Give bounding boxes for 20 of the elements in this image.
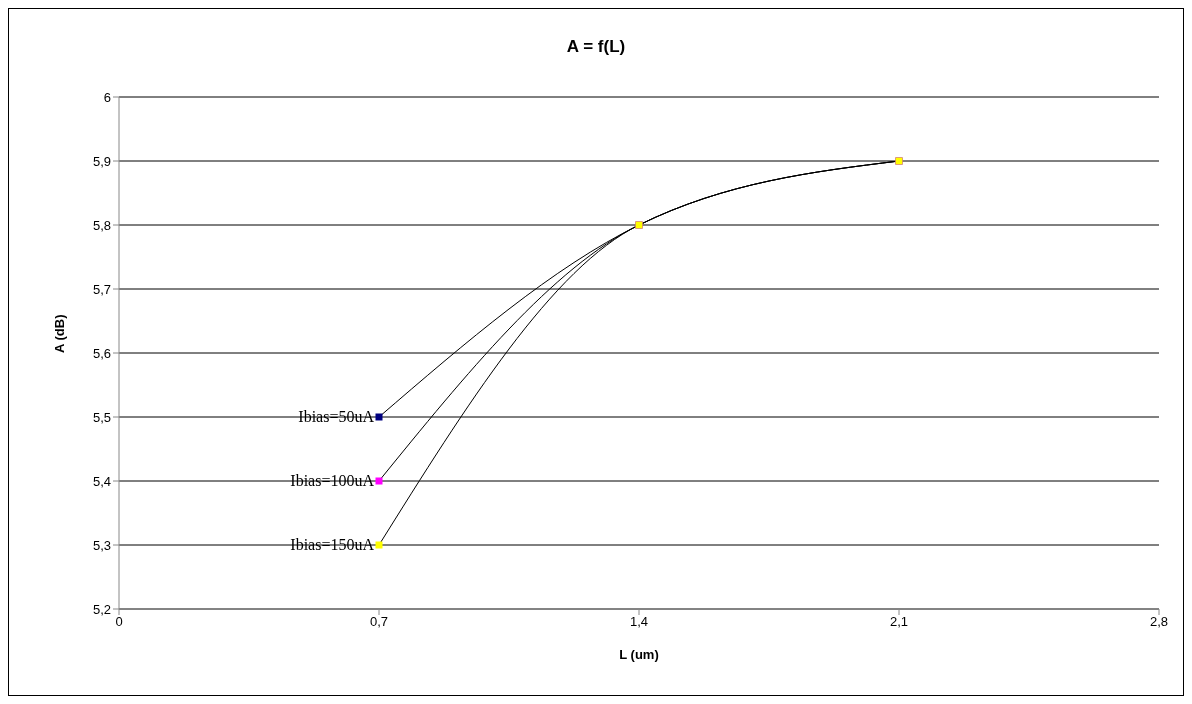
x-tick-label: 2,8 (1149, 614, 1169, 630)
y-tick-label: 5,4 (92, 473, 111, 489)
x-axis-title: L (um) (619, 647, 659, 662)
y-tick-label: 5,2 (92, 601, 111, 617)
y-tick-label: 5,6 (92, 345, 111, 361)
y-tick-label: 5,8 (92, 217, 111, 233)
x-tick-label: 0,7 (369, 614, 389, 630)
x-tick-label: 1,4 (629, 614, 649, 630)
series-label: Ibias=150uA (290, 536, 375, 553)
y-tick-label: 5,7 (92, 281, 111, 297)
series-label: Ibias=100uA (290, 472, 375, 489)
y-tick-label: 5,5 (92, 409, 111, 425)
series-label: Ibias=50uA (298, 408, 375, 425)
y-axis-title: A (dB) (51, 314, 67, 353)
x-tick-label: 0 (115, 614, 123, 630)
x-tick-label: 2,1 (889, 614, 909, 630)
y-tick-label: 5,9 (92, 153, 111, 169)
y-tick-label: 6 (103, 89, 111, 105)
y-tick-label: 5,3 (92, 537, 111, 553)
chart-title: A = f(L) (565, 37, 627, 57)
